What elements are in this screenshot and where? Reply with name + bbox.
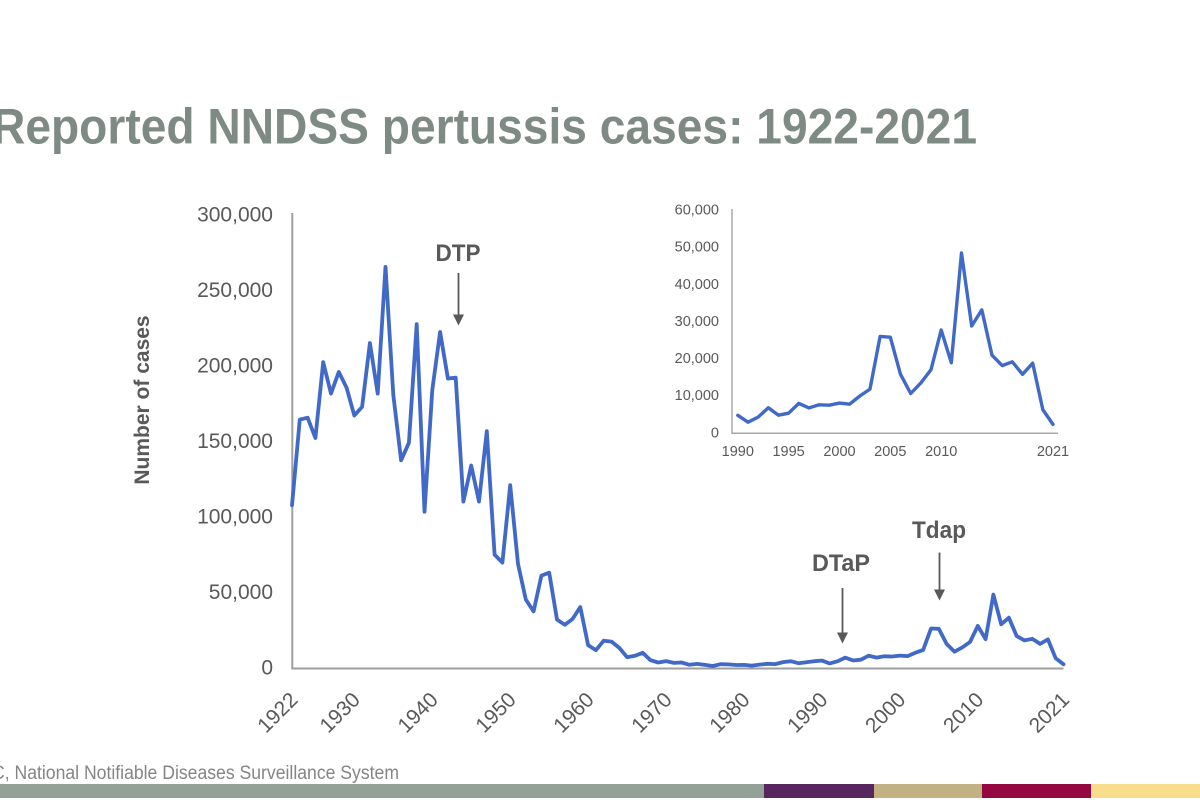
- svg-text:100,000: 100,000: [197, 506, 273, 529]
- svg-text:2010: 2010: [925, 444, 957, 460]
- svg-text:2010: 2010: [939, 688, 988, 737]
- svg-text:1990: 1990: [783, 688, 832, 737]
- svg-text:1960: 1960: [549, 688, 598, 737]
- svg-text:1930: 1930: [316, 688, 365, 737]
- svg-text:2005: 2005: [874, 444, 906, 460]
- svg-text:Reported NNDSS pertussis cases: Reported NNDSS pertussis cases: 1922-202…: [0, 99, 977, 155]
- svg-text:1922: 1922: [253, 688, 302, 737]
- svg-text:1940: 1940: [394, 688, 443, 737]
- svg-text:30,000: 30,000: [675, 314, 719, 330]
- svg-text:60,000: 60,000: [675, 203, 719, 219]
- svg-text:0: 0: [711, 425, 719, 441]
- svg-text:10,000: 10,000: [675, 388, 719, 404]
- svg-text:250,000: 250,000: [197, 279, 273, 302]
- svg-text:2000: 2000: [823, 444, 855, 460]
- svg-text:0: 0: [261, 657, 273, 680]
- svg-text:40,000: 40,000: [675, 277, 719, 293]
- svg-text:300,000: 300,000: [197, 204, 273, 227]
- svg-text:2021: 2021: [1025, 688, 1074, 737]
- svg-text:150,000: 150,000: [197, 430, 273, 453]
- svg-text:1980: 1980: [705, 688, 754, 737]
- svg-text:50,000: 50,000: [675, 240, 719, 256]
- svg-text:DTaP: DTaP: [812, 550, 870, 577]
- svg-text:1970: 1970: [627, 688, 676, 737]
- svg-text:2000: 2000: [861, 688, 910, 737]
- svg-text:1950: 1950: [471, 688, 520, 737]
- svg-text:2021: 2021: [1037, 444, 1069, 460]
- svg-text:50,000: 50,000: [209, 581, 273, 604]
- svg-text:20,000: 20,000: [675, 351, 719, 367]
- svg-text:C, National Notifiable Disease: C, National Notifiable Diseases Surveill…: [0, 763, 399, 784]
- svg-text:Tdap: Tdap: [912, 517, 966, 544]
- svg-text:1995: 1995: [772, 444, 804, 460]
- svg-text:200,000: 200,000: [197, 355, 273, 378]
- svg-text:1990: 1990: [722, 444, 754, 460]
- svg-text:DTP: DTP: [436, 240, 481, 267]
- svg-text:Number of cases: Number of cases: [131, 315, 154, 484]
